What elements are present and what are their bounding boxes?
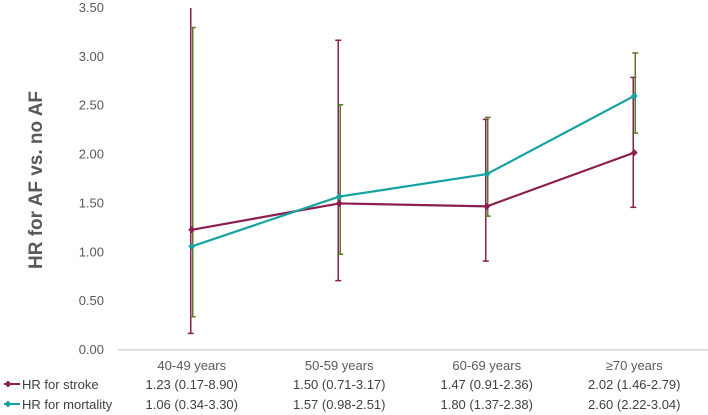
table-cell: 1.80 (1.37-2.38)	[440, 397, 533, 412]
data-point	[483, 202, 491, 210]
y-tick-label: 2.50	[79, 98, 104, 113]
y-tick-label: 3.50	[79, 0, 104, 15]
x-category-label: 60-69 years	[452, 358, 521, 373]
table-cell: 1.57 (0.98-2.51)	[293, 397, 386, 412]
y-tick-label: 0.00	[79, 342, 104, 357]
table-cell: 1.50 (0.71-3.17)	[293, 377, 386, 392]
data-table: HR for stroke 1.23 (0.17-8.90) 1.50 (0.71-…	[4, 377, 681, 412]
y-tick-label: 1.50	[79, 195, 104, 210]
legend-key-marker	[4, 380, 12, 388]
legend-key-marker	[4, 400, 12, 408]
y-tick-label: 0.50	[79, 293, 104, 308]
data-point	[188, 242, 196, 250]
x-category-label: ≥70 years	[606, 358, 663, 373]
data-point	[630, 149, 638, 157]
table-cell: 2.02 (1.46-2.79)	[588, 377, 681, 392]
table-cell: 1.06 (0.34-3.30)	[145, 397, 238, 412]
data-point	[483, 170, 491, 178]
legend-label: HR for mortality	[22, 397, 113, 412]
data-point	[335, 199, 343, 207]
data-point	[188, 226, 196, 234]
y-axis-label: HR for AF vs. no AF	[26, 91, 47, 269]
y-tick-label: 3.00	[79, 49, 104, 64]
series-lines	[188, 92, 638, 250]
x-category-label: 40-49 years	[157, 358, 226, 373]
y-tick-label: 1.00	[79, 244, 104, 259]
axes: 0.00 0.50 1.00 1.50 2.00 2.50 3.00 3.50 40-49 ye…	[79, 0, 708, 373]
x-category-label: 50-59 years	[305, 358, 374, 373]
data-point	[630, 92, 638, 100]
table-cell: 1.23 (0.17-8.90)	[145, 377, 238, 392]
error-bars	[187, 8, 639, 335]
table-cell: 2.60 (2.22-3.04)	[588, 397, 681, 412]
data-point	[335, 193, 343, 201]
y-tick-label: 2.00	[79, 147, 104, 162]
series-line-1	[191, 94, 635, 248]
series-line-0	[191, 151, 635, 231]
legend-label: HR for stroke	[22, 377, 99, 392]
table-cell: 1.47 (0.91-2.36)	[440, 377, 533, 392]
